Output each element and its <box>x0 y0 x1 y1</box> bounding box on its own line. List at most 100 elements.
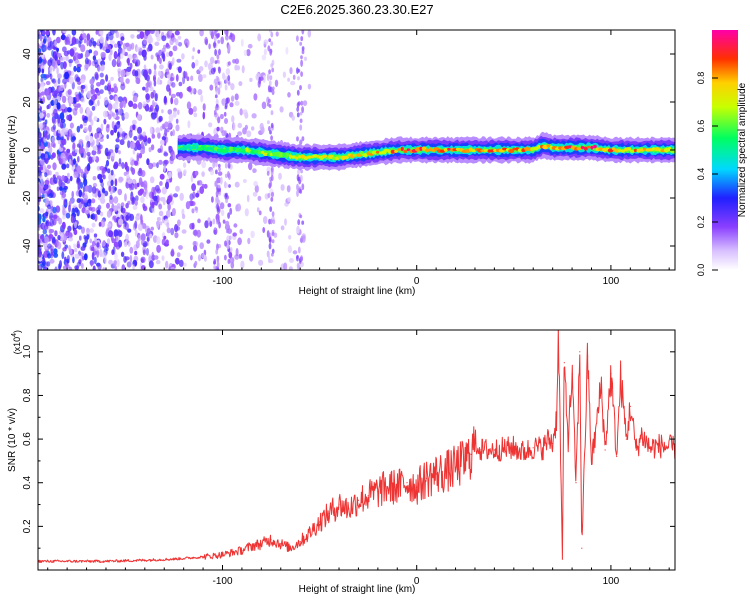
noise-speckle <box>127 140 131 149</box>
noise-speckle <box>92 145 98 151</box>
noise-speckle <box>38 249 42 258</box>
noise-speckle <box>63 50 69 57</box>
noise-speckle <box>111 59 117 68</box>
noise-speckle <box>59 186 63 191</box>
noise-speckle <box>270 110 274 116</box>
noise-speckle <box>219 113 224 120</box>
noise-speckle <box>210 56 215 64</box>
noise-speckle <box>149 233 153 239</box>
noise-speckle <box>172 45 178 52</box>
noise-speckle <box>208 43 211 50</box>
snr-point <box>338 503 340 506</box>
noise-speckle <box>197 89 203 96</box>
noise-speckle <box>68 59 74 64</box>
noise-speckle <box>81 263 84 269</box>
noise-speckle <box>177 42 183 47</box>
snr-point <box>144 559 146 561</box>
noise-speckle <box>163 235 167 240</box>
noise-speckle <box>138 152 143 159</box>
noise-speckle <box>79 106 84 114</box>
noise-speckle <box>56 241 62 250</box>
ridge-peak <box>607 148 614 153</box>
noise-speckle <box>130 141 136 150</box>
noise-speckle <box>181 53 185 60</box>
noise-speckle <box>217 39 221 44</box>
noise-speckle <box>104 256 107 264</box>
noise-speckle <box>266 230 270 238</box>
ridge-peak <box>288 154 293 159</box>
noise-speckle <box>109 30 115 35</box>
noise-speckle <box>301 49 305 55</box>
ridge-peak <box>295 156 299 160</box>
ridge-peak <box>421 146 427 151</box>
noise-speckle <box>76 125 81 133</box>
noise-speckle <box>234 93 239 101</box>
noise-speckle <box>139 31 145 40</box>
noise-speckle <box>274 79 279 88</box>
snr-point <box>270 538 272 541</box>
noise-speckle <box>300 36 304 42</box>
noise-speckle <box>110 76 114 81</box>
noise-speckle <box>232 122 236 131</box>
noise-speckle <box>57 77 61 85</box>
noise-speckle <box>246 49 251 57</box>
snr-series-layer <box>38 330 675 563</box>
noise-speckle <box>292 74 296 80</box>
noise-speckle <box>227 171 230 178</box>
spectrogram-x-ticks: -100 0 100 <box>47 30 670 287</box>
noise-speckle <box>107 230 114 238</box>
noise-speckle <box>52 118 57 125</box>
noise-speckle <box>39 166 43 171</box>
noise-speckle <box>215 30 219 33</box>
noise-speckle <box>269 218 273 225</box>
noise-speckle <box>134 250 138 256</box>
y-tick-label: -20 <box>22 190 33 205</box>
noise-speckle <box>129 254 133 264</box>
noise-speckle <box>181 213 186 220</box>
noise-speckle <box>80 78 86 83</box>
noise-speckle <box>262 75 266 83</box>
noise-speckle <box>229 247 233 253</box>
noise-speckle <box>110 151 116 160</box>
noise-speckle <box>91 105 96 111</box>
noise-speckle <box>104 85 108 91</box>
ridge-peak <box>371 150 378 155</box>
noise-speckle <box>107 168 111 174</box>
noise-speckle <box>186 101 192 110</box>
noise-speckle <box>46 164 52 169</box>
noise-speckle <box>68 76 74 84</box>
noise-speckle <box>86 39 89 47</box>
noise-speckle <box>108 80 111 86</box>
noise-speckle <box>219 202 225 210</box>
noise-speckle <box>124 135 130 140</box>
noise-speckle <box>288 235 292 240</box>
noise-speckle <box>43 113 47 118</box>
noise-speckle <box>187 85 192 93</box>
noise-speckle <box>38 136 43 143</box>
noise-speckle <box>71 207 75 216</box>
noise-speckle <box>191 183 197 192</box>
noise-speckle <box>253 93 258 101</box>
noise-speckle <box>132 95 138 103</box>
noise-speckle <box>67 128 73 137</box>
noise-speckle <box>157 217 161 222</box>
noise-speckle <box>57 234 61 241</box>
noise-speckle <box>166 84 171 92</box>
noise-speckle <box>65 178 71 184</box>
noise-speckle <box>215 248 219 255</box>
noise-speckle <box>96 82 101 87</box>
noise-speckle <box>171 37 177 43</box>
noise-speckle <box>183 162 187 168</box>
noise-speckle <box>225 78 229 84</box>
noise-speckle <box>270 31 274 38</box>
noise-speckle <box>49 258 55 264</box>
noise-speckle <box>49 218 55 227</box>
noise-speckle <box>241 65 245 74</box>
noise-speckle <box>217 87 221 95</box>
noise-speckle <box>262 227 266 233</box>
noise-speckle <box>246 194 250 203</box>
noise-speckle <box>194 170 199 176</box>
noise-speckle <box>80 44 86 53</box>
noise-speckle <box>137 223 143 232</box>
noise-speckle <box>65 55 69 62</box>
